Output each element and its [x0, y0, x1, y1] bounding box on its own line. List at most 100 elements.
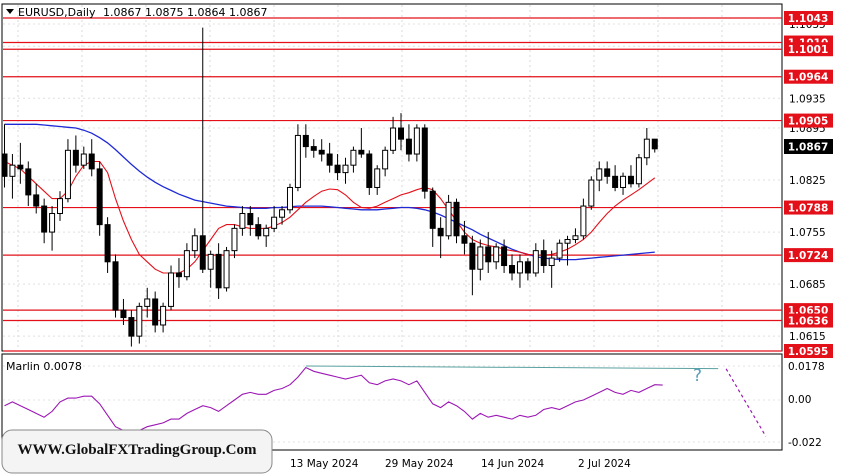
candle-body	[469, 242, 476, 270]
candle	[509, 254, 516, 281]
candle	[57, 191, 64, 221]
candle	[168, 265, 175, 311]
candle	[64, 139, 71, 203]
candle	[366, 150, 373, 195]
candle	[80, 146, 87, 169]
candle	[477, 239, 484, 281]
candle-body	[580, 205, 587, 237]
candle-body	[183, 250, 190, 278]
candle	[390, 116, 397, 155]
candle	[556, 239, 563, 262]
price-tick-label: 1.0935	[789, 93, 826, 105]
candle-body	[493, 246, 500, 263]
candle	[445, 194, 452, 240]
candle-body	[382, 149, 389, 170]
price-tick-label: 1.0825	[789, 175, 826, 187]
candle	[25, 161, 32, 207]
level-label: 1.0788	[788, 203, 829, 215]
candle-body	[17, 164, 24, 170]
candle-body	[112, 261, 119, 311]
candle	[635, 154, 642, 188]
candle-body	[540, 250, 547, 267]
candle	[532, 243, 539, 277]
candle-body	[223, 250, 230, 289]
candle-body	[390, 127, 397, 151]
date-label-29may: 29 May 2024	[385, 458, 454, 470]
candle-body	[572, 235, 579, 241]
candle	[207, 250, 214, 288]
level-label: 1.1001	[788, 44, 829, 56]
level-label: 1.0636	[788, 316, 829, 328]
candle	[437, 217, 444, 259]
candle	[643, 128, 650, 166]
candle-body	[207, 253, 214, 270]
candles	[1, 27, 658, 347]
candle-body	[651, 138, 658, 150]
candle	[231, 224, 238, 259]
price-panel-frame	[1, 3, 783, 352]
candle-body	[279, 209, 286, 218]
candle	[421, 124, 428, 199]
candle-body	[445, 201, 452, 237]
candle-body	[255, 224, 262, 237]
candle-body	[548, 257, 555, 267]
candle	[239, 206, 246, 236]
candle	[453, 198, 460, 244]
level-label: 1.0905	[788, 116, 829, 128]
candle-body	[160, 305, 167, 326]
candle-body	[88, 153, 95, 170]
candle	[540, 239, 547, 273]
candle	[318, 139, 325, 162]
candle	[588, 176, 595, 210]
candle-body	[326, 153, 333, 166]
question-mark: ?	[693, 366, 702, 386]
candle	[199, 27, 206, 273]
candle-body	[271, 216, 278, 229]
candle	[620, 172, 627, 195]
candle	[263, 224, 270, 247]
candle-body	[231, 227, 238, 252]
candle	[49, 206, 56, 251]
level-tag	[784, 248, 833, 263]
candle	[334, 154, 341, 181]
candle-body	[477, 246, 484, 270]
current-price-tag	[784, 139, 833, 154]
candle	[17, 142, 24, 184]
candle-body	[627, 175, 634, 185]
symbol-label: EURUSD,Daily	[18, 6, 96, 19]
candle-body	[429, 190, 436, 229]
candle	[223, 246, 230, 292]
date-label-14jun: 14 Jun 2024	[481, 458, 544, 470]
level-label: 1.0724	[788, 250, 829, 262]
candle-body	[398, 127, 404, 140]
candle	[271, 206, 278, 233]
candle-body	[643, 138, 650, 159]
candle	[413, 124, 420, 162]
candle-body	[342, 164, 349, 174]
date-label-13may: 13 May 2024	[290, 458, 359, 470]
candle-body	[152, 298, 159, 326]
candle-body	[374, 168, 381, 188]
level-tag	[784, 313, 833, 328]
candle-body	[57, 198, 64, 214]
candle	[651, 138, 658, 153]
ohlc-label: 1.0867 1.0875 1.0864 1.0867	[103, 6, 267, 19]
collapse-triangle-icon[interactable]	[6, 9, 14, 14]
candle	[160, 302, 167, 333]
candle-body	[215, 253, 222, 289]
candle	[493, 243, 500, 270]
candle-body	[564, 239, 571, 244]
date-label-2jul: 2 Jul 2024	[578, 458, 631, 470]
watermark: WWW.GlobalFXTradingGroup.Com	[1, 429, 273, 474]
candle	[33, 183, 40, 214]
candle	[405, 124, 412, 162]
candle	[501, 239, 508, 273]
oscillator-line	[4, 366, 663, 436]
candle	[120, 298, 127, 325]
candle-body	[413, 127, 420, 155]
candle-body	[168, 272, 175, 307]
candle-body	[405, 138, 412, 155]
candle-body	[1, 153, 8, 177]
candle	[279, 206, 286, 225]
level-tag	[784, 11, 833, 25]
